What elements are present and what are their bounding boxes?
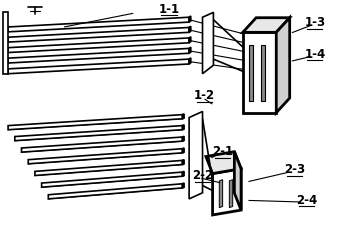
Polygon shape [22, 140, 184, 152]
Polygon shape [261, 44, 265, 100]
Polygon shape [22, 137, 183, 152]
Text: 2-2: 2-2 [192, 169, 213, 183]
Polygon shape [183, 183, 184, 188]
Polygon shape [189, 16, 191, 22]
Polygon shape [35, 160, 183, 176]
Polygon shape [183, 125, 184, 130]
Polygon shape [234, 152, 241, 210]
Text: 1-2: 1-2 [194, 89, 215, 102]
Text: 2-4: 2-4 [296, 194, 317, 207]
Polygon shape [276, 18, 290, 113]
Polygon shape [28, 149, 183, 164]
Polygon shape [28, 152, 184, 164]
Polygon shape [243, 32, 276, 113]
Text: 1-1: 1-1 [159, 3, 179, 16]
Polygon shape [243, 18, 290, 32]
Polygon shape [8, 38, 189, 53]
Polygon shape [48, 187, 184, 199]
Polygon shape [249, 44, 254, 100]
Polygon shape [183, 136, 184, 141]
Polygon shape [189, 111, 202, 199]
Polygon shape [48, 184, 183, 199]
Polygon shape [189, 37, 191, 43]
Text: 2-3: 2-3 [284, 163, 305, 176]
Text: 2-1: 2-1 [212, 145, 233, 158]
Polygon shape [15, 129, 184, 141]
Polygon shape [230, 180, 233, 208]
Polygon shape [8, 118, 184, 130]
Polygon shape [219, 180, 223, 208]
Polygon shape [8, 59, 189, 74]
Polygon shape [189, 26, 191, 32]
Polygon shape [183, 114, 184, 119]
Polygon shape [189, 58, 191, 64]
Polygon shape [206, 152, 241, 174]
Polygon shape [3, 12, 8, 74]
Polygon shape [8, 17, 189, 32]
Polygon shape [42, 172, 183, 187]
Polygon shape [42, 176, 184, 187]
Text: 1-4: 1-4 [304, 48, 325, 61]
Polygon shape [213, 169, 241, 215]
Polygon shape [15, 125, 183, 141]
Polygon shape [202, 12, 213, 74]
Polygon shape [183, 171, 184, 176]
Text: 1-3: 1-3 [304, 16, 325, 29]
Polygon shape [8, 115, 183, 130]
Polygon shape [183, 148, 184, 153]
Polygon shape [183, 160, 184, 165]
Polygon shape [35, 164, 184, 176]
Polygon shape [189, 47, 191, 53]
Polygon shape [8, 48, 189, 63]
Polygon shape [8, 28, 189, 42]
